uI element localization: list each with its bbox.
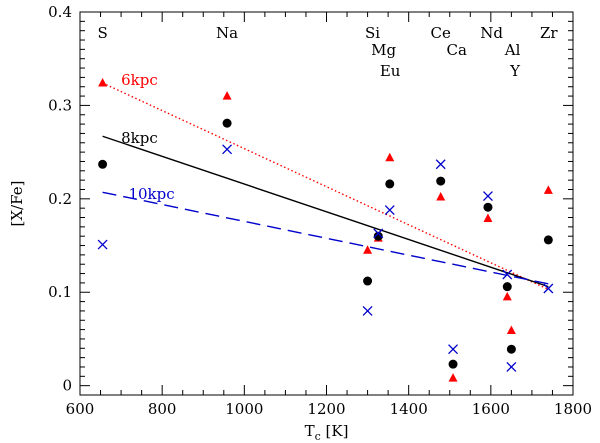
y-tick-label: 0.3 — [48, 96, 72, 114]
series-label-6kpc: 6kpc — [121, 71, 158, 89]
triangle-marker — [502, 291, 512, 301]
cross-marker — [506, 362, 517, 372]
circle-marker — [363, 276, 373, 286]
element-label: Ca — [447, 41, 467, 59]
fit-line-10kpc — [102, 191, 549, 285]
x-tick-label: 600 — [66, 400, 95, 418]
cross-marker — [222, 144, 233, 155]
circle-marker — [506, 344, 516, 354]
x-tick-label: 1000 — [225, 400, 263, 418]
element-label: S — [97, 24, 107, 42]
y-tick-label: 0.4 — [48, 3, 72, 21]
x-tick-label: 800 — [148, 400, 177, 418]
circle-marker — [436, 176, 446, 186]
x-tick-label: 1400 — [390, 400, 428, 418]
series-label-10kpc: 10kpc — [128, 185, 174, 203]
fit-line-8kpc — [102, 135, 549, 288]
cross-marker — [97, 239, 108, 250]
triangle-marker — [363, 245, 373, 254]
triangle-marker — [483, 213, 493, 222]
circle-marker — [448, 359, 458, 369]
triangle-marker — [448, 373, 458, 382]
element-label: Na — [216, 24, 238, 42]
triangle-marker — [506, 325, 516, 335]
x-tick-label: 1600 — [472, 400, 510, 418]
triangle-marker — [385, 152, 395, 162]
triangle-marker — [436, 191, 446, 201]
triangle-marker — [543, 185, 553, 194]
cross-marker — [362, 305, 373, 316]
circle-marker — [98, 159, 108, 169]
triangle-marker — [98, 77, 108, 87]
x-axis-label-subscript: c — [315, 430, 321, 443]
circle-marker — [543, 235, 553, 245]
cross-marker — [543, 283, 554, 294]
y-tick-label: 0 — [62, 377, 72, 395]
y-axis-label: [X/Fe] — [8, 181, 26, 227]
x-axis-label: Tc [K] — [305, 422, 349, 443]
x-tick-label: 1800 — [554, 400, 592, 418]
y-tick-label: 0.2 — [48, 190, 72, 208]
axes: 600 800 1000 1200 1400 1600 1800 0 0.1 0.2 0.3 0.4 — [48, 3, 592, 418]
data-markers — [97, 77, 554, 382]
cross-marker — [384, 205, 395, 215]
element-label: Al — [504, 41, 521, 59]
fit-line-6kpc — [102, 82, 549, 291]
element-label: Si — [365, 24, 380, 42]
x-axis-label-unit: [K] — [321, 422, 349, 440]
cross-marker — [435, 159, 446, 170]
series-labels: 6kpc 8kpc 10kpc — [121, 71, 175, 203]
circle-marker — [483, 202, 493, 212]
series-label-8kpc: 8kpc — [121, 129, 158, 147]
circle-marker — [222, 118, 232, 128]
element-label: Eu — [380, 62, 401, 80]
element-label: Y — [509, 62, 521, 80]
cross-marker — [502, 269, 513, 280]
y-tick-label: 0.1 — [48, 283, 72, 301]
cross-marker — [482, 191, 493, 201]
element-label: Ce — [431, 24, 451, 42]
circle-marker — [385, 179, 395, 189]
cross-marker — [448, 344, 458, 355]
circle-marker — [373, 231, 383, 241]
fit-lines — [102, 82, 549, 291]
triangle-marker — [222, 91, 232, 100]
element-label: Mg — [371, 41, 396, 59]
cross-marker — [373, 228, 384, 239]
x-axis-label-main: T — [305, 422, 315, 440]
x-tick-label: 1200 — [307, 400, 345, 418]
element-label: Nd — [480, 24, 503, 42]
circle-marker — [502, 282, 512, 292]
element-label: Zr — [540, 24, 558, 42]
